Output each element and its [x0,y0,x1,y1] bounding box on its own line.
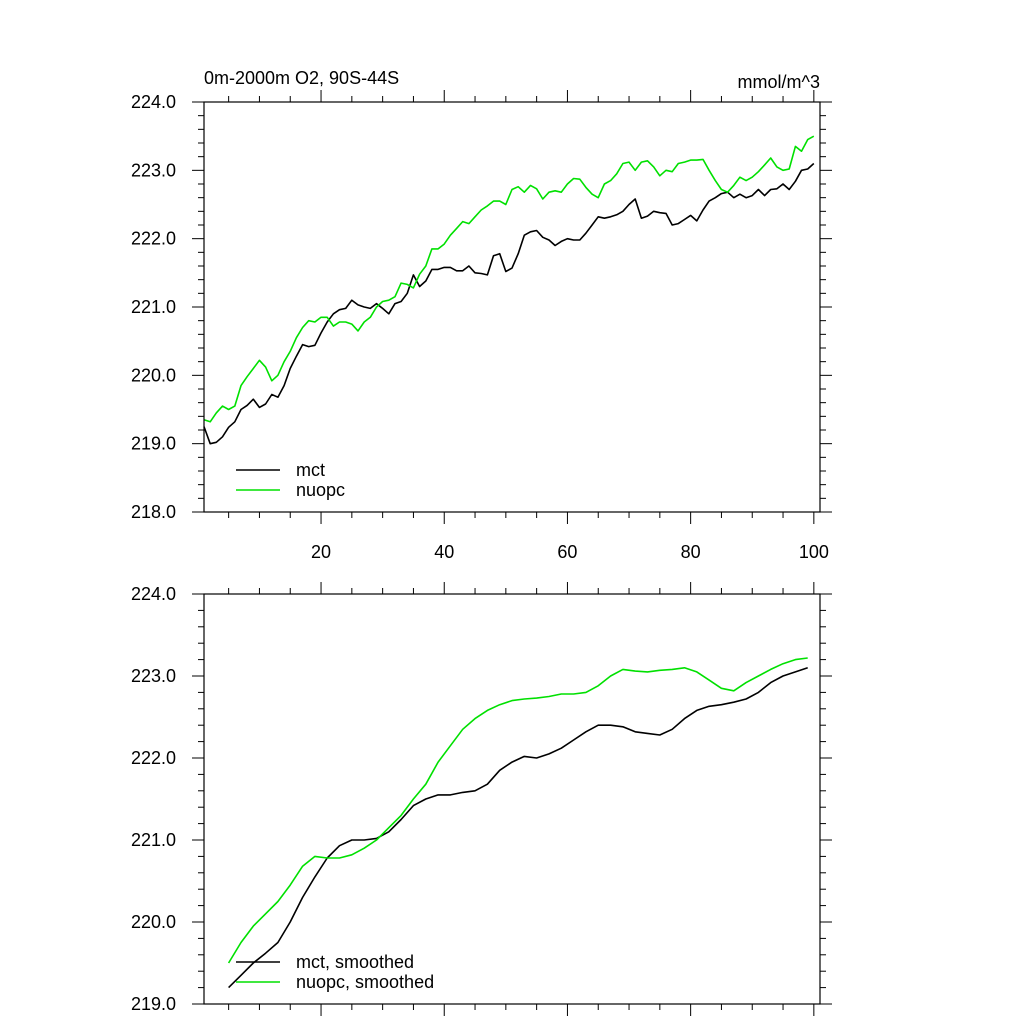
y-tick-label: 224.0 [131,584,176,604]
panel-bottom-legend: mct, smoothed nuopc, smoothed [236,952,434,992]
panel-top-ticks: 218.0 219.0 220.0 221.0 222.0 223.0 224.0 20 40 6… [131,90,832,562]
y-tick-label: 222.0 [131,748,176,768]
y-tick-label: 222.0 [131,229,176,249]
legend-label-mct-smoothed: mct, smoothed [296,952,414,972]
panel-top: 0m-2000m O2, 90S-44S mmol/m^3 218.0 219.0… [131,68,832,562]
panel-bottom-series [227,657,808,989]
chart-units-label: mmol/m^3 [738,72,820,92]
x-tick-label: 20 [311,542,331,562]
legend-label-mct: mct [296,460,325,480]
legend-label-nuopc: nuopc [296,480,345,500]
y-tick-label: 223.0 [131,666,176,686]
x-tick-label: 100 [799,542,829,562]
y-tick-label: 220.0 [131,365,176,385]
chart-title-left: 0m-2000m O2, 90S-44S [204,68,399,88]
panel-top-frame [203,101,821,513]
panel-bottom-ticks: 219.0 220.0 221.0 222.0 223.0 224.0 [131,582,832,1016]
y-tick-label: 218.0 [131,502,176,522]
y-tick-label: 221.0 [131,297,176,317]
panel-top-legend: mct nuopc [236,460,345,500]
legend-label-nuopc-smoothed: nuopc, smoothed [296,972,434,992]
y-tick-label: 221.0 [131,830,176,850]
panel-bottom-frame [203,593,821,1005]
series-line-bottom-1 [227,657,808,964]
y-tick-label: 223.0 [131,160,176,180]
series-line-bottom-0 [228,667,808,989]
series-line-top-1 [203,135,815,423]
x-tick-label: 40 [434,542,454,562]
y-tick-label: 220.0 [131,912,176,932]
y-tick-label: 219.0 [131,994,176,1014]
series-line-top-0 [203,162,815,445]
y-tick-label: 224.0 [131,92,176,112]
y-tick-label: 219.0 [131,434,176,454]
x-tick-label: 80 [681,542,701,562]
panel-bottom: 219.0 220.0 221.0 222.0 223.0 224.0 mct, smoo… [131,582,832,1016]
panel-top-series [203,135,815,445]
x-tick-label: 60 [557,542,577,562]
